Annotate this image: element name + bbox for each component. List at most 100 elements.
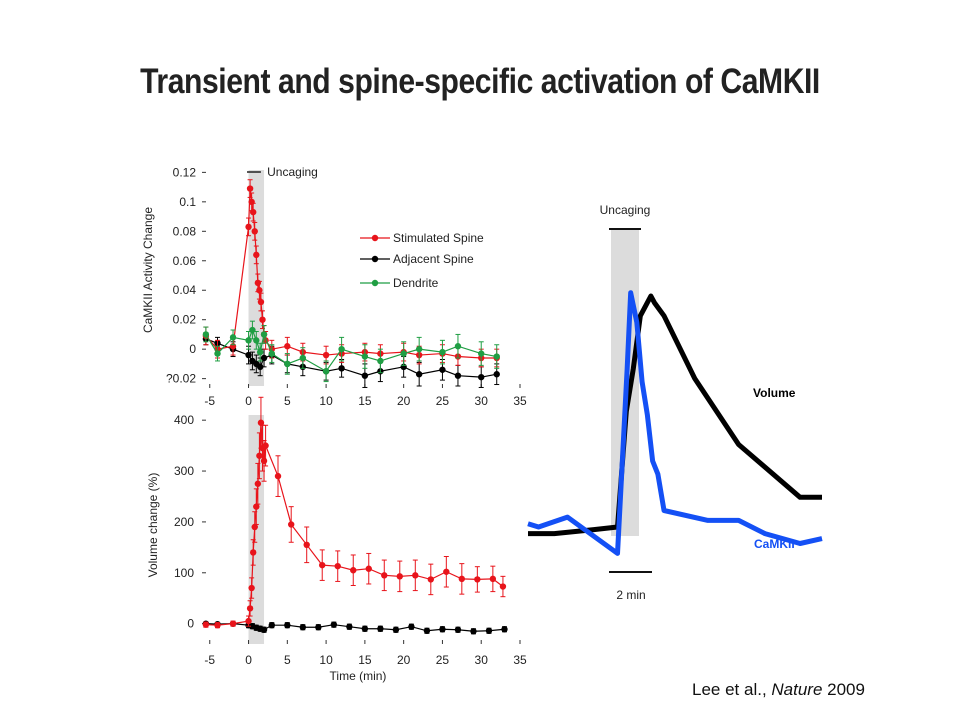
data-point xyxy=(439,348,446,356)
y-tick-label: 0.1 xyxy=(179,195,196,209)
data-point xyxy=(245,351,252,359)
data-point xyxy=(319,561,326,569)
y-tick-label: 0.12 xyxy=(173,165,197,179)
series-dendrite xyxy=(202,320,500,383)
data-point xyxy=(322,368,330,375)
data-point xyxy=(415,345,423,353)
data-point xyxy=(254,279,262,287)
legend-label-adjacent-spine: Adjacent Spine xyxy=(393,252,474,266)
y-tick-label: ?0.02 xyxy=(166,372,196,386)
data-point xyxy=(454,343,462,350)
legend-label-stimulated-spine: Stimulated Spine xyxy=(393,231,484,245)
data-point xyxy=(214,621,221,629)
data-point xyxy=(284,360,291,368)
x-tick-label: 20 xyxy=(397,653,411,667)
x-tick-label: -5 xyxy=(204,394,215,408)
x-tick-label: 35 xyxy=(513,653,527,667)
x-tick-label: 10 xyxy=(319,653,333,667)
data-point xyxy=(322,351,330,359)
data-point xyxy=(253,251,260,259)
data-point xyxy=(256,363,264,371)
data-point xyxy=(259,316,266,323)
data-point xyxy=(338,365,345,372)
data-point xyxy=(229,334,237,341)
series-adjacent-spine xyxy=(202,620,508,635)
data-point xyxy=(251,228,258,235)
trace-chart: Uncaging Volume CaMKII 2 min xyxy=(527,203,823,602)
data-point xyxy=(249,326,256,334)
data-point xyxy=(262,442,269,449)
data-point xyxy=(299,624,307,631)
x-tick-label: 20 xyxy=(397,394,411,408)
data-point xyxy=(361,353,369,360)
y-axis-label: Volume change (%) xyxy=(146,473,160,578)
data-point xyxy=(257,419,265,426)
legend: Stimulated Spine Adjacent Spine Dendrite xyxy=(360,231,484,290)
legend-marker xyxy=(371,255,379,263)
data-point xyxy=(246,185,254,192)
citation-journal: Nature xyxy=(771,680,823,699)
slide-title: Transient and spine-specific activation … xyxy=(140,62,820,101)
y-tick-label: 400 xyxy=(174,413,194,427)
data-point xyxy=(248,584,255,592)
citation: Lee et al., Nature 2009 xyxy=(692,680,865,700)
data-point xyxy=(245,223,252,231)
y-tick-label: 100 xyxy=(174,566,194,580)
data-point xyxy=(392,626,400,633)
data-point xyxy=(249,549,257,556)
data-point xyxy=(412,572,419,579)
x-tick-label: 30 xyxy=(475,394,489,408)
data-point xyxy=(501,626,508,633)
data-point xyxy=(489,575,497,583)
data-point xyxy=(303,541,310,549)
data-point xyxy=(396,573,403,580)
data-point xyxy=(260,354,268,362)
data-point xyxy=(257,298,265,306)
data-point xyxy=(439,366,446,373)
data-point xyxy=(458,575,466,583)
x-tick-label: 5 xyxy=(284,394,291,408)
data-point xyxy=(427,576,435,583)
data-point xyxy=(315,624,322,631)
data-point xyxy=(493,353,500,360)
data-point xyxy=(248,198,255,206)
data-point xyxy=(253,503,260,510)
data-point xyxy=(381,572,388,579)
y-tick-label: 0 xyxy=(187,617,194,631)
x-axis-label: Time (min) xyxy=(330,669,387,683)
data-point xyxy=(256,452,263,459)
data-point xyxy=(361,625,369,632)
y-tick-label: 0 xyxy=(189,342,196,356)
data-point xyxy=(249,208,257,216)
data-point xyxy=(202,621,210,628)
y-tick-label: 0.08 xyxy=(173,224,197,238)
data-point xyxy=(338,345,345,353)
data-point xyxy=(256,348,264,356)
data-point xyxy=(454,626,462,633)
data-point xyxy=(439,626,446,633)
legend-label-dendrite: Dendrite xyxy=(393,276,439,290)
y-tick-label: 0.02 xyxy=(173,313,197,327)
x-tick-label: 30 xyxy=(475,653,489,667)
y-axis-label: CaMKII Activity Change xyxy=(141,207,155,333)
legend-marker xyxy=(371,279,379,287)
data-point xyxy=(377,357,384,365)
data-point xyxy=(274,472,282,480)
data-point xyxy=(229,620,237,627)
citation-year: 2009 xyxy=(822,680,865,699)
data-point xyxy=(287,521,295,528)
data-point xyxy=(268,621,276,629)
data-point xyxy=(202,331,210,338)
data-point xyxy=(493,371,500,378)
data-point xyxy=(268,350,276,357)
data-point xyxy=(470,628,477,635)
uncaging-label: Uncaging xyxy=(267,165,318,179)
data-point xyxy=(365,565,372,572)
data-point xyxy=(443,568,450,575)
y-tick-label: 200 xyxy=(174,515,194,529)
data-point xyxy=(377,625,384,632)
data-point xyxy=(299,354,307,362)
data-point xyxy=(245,337,252,344)
data-point xyxy=(408,623,415,630)
